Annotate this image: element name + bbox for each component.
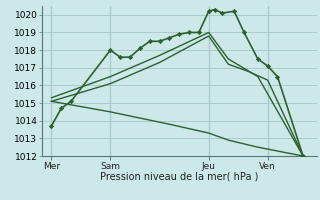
X-axis label: Pression niveau de la mer( hPa ): Pression niveau de la mer( hPa ): [100, 172, 258, 182]
